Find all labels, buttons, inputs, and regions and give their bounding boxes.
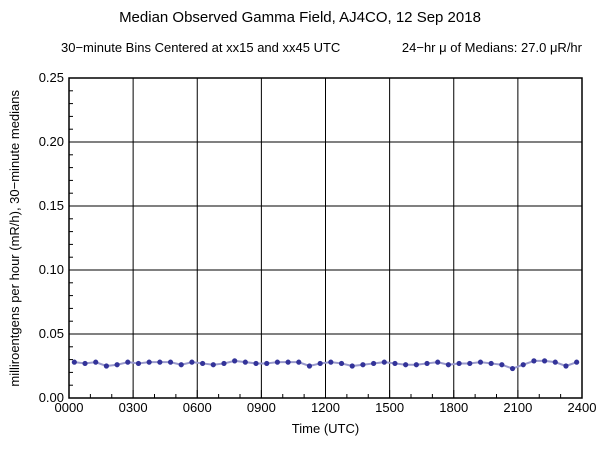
x-tick-label: 1800 [439,400,468,415]
x-tick-label: 0000 [55,400,84,415]
data-point [435,359,441,365]
x-axis-title: Time (UTC) [291,421,360,436]
data-point [242,359,248,365]
data-point [253,360,259,367]
data-point [178,362,184,368]
subtitle-mean-text: 24−hr μ of Medians: 27.0 μR/hr [401,40,582,55]
data-point [82,360,88,367]
data-point [274,359,281,365]
data-point [317,360,323,367]
data-point [424,360,430,367]
data-point [338,360,345,367]
data-point [531,358,537,364]
data-point [125,359,131,365]
data-point [328,359,334,365]
x-tick-label: 0300 [119,400,148,415]
data-point [232,358,238,364]
data-point [499,362,505,368]
data-point [552,359,558,365]
data-point [296,359,302,365]
data-point [488,360,494,367]
data-point [221,360,227,367]
x-tick-label: 2100 [503,400,532,415]
data-point [413,362,419,368]
data-point [135,360,142,367]
x-tick-label: 1200 [311,400,340,415]
plot-frame [68,77,583,399]
data-point [360,362,366,368]
data-point [541,358,548,364]
data-point [167,359,174,365]
data-point [381,359,387,365]
data-point [574,359,580,365]
y-tick-label: 0.20 [39,134,64,149]
data-point [114,362,120,368]
data-point [264,360,270,367]
data-point [189,359,195,365]
data-point [199,360,206,367]
data-point [71,359,77,365]
subtitle-bins-text: 30−minute Bins Centered at xx15 and xx45… [61,40,341,55]
data-point [146,359,152,365]
data-point [467,360,473,367]
data-point [285,359,291,365]
data-point [306,363,313,369]
data-point [349,363,355,369]
data-point [563,363,569,369]
data-point [392,360,398,367]
x-tick-label: 0600 [183,400,212,415]
data-point [403,362,409,368]
data-point [477,359,484,365]
x-tick-label: 2400 [568,400,597,415]
data-point [103,363,110,369]
chart-title: Median Observed Gamma Field, AJ4CO, 12 S… [119,9,481,26]
y-tick-label: 0.25 [39,70,64,85]
chart-subtitle-row: 30−minute Bins Centered at xx15 and xx45… [61,40,582,55]
y-tick-label: 0.15 [39,198,64,213]
data-point [520,362,526,368]
data-point [370,360,377,367]
y-tick-label: 0.05 [39,326,64,341]
y-tick-label: 0.10 [39,262,64,277]
data-point [157,359,163,365]
data-point [210,362,216,368]
data-point [93,359,99,365]
data-point [456,360,462,367]
y-tick-label: 0.00 [39,390,64,405]
x-tick-label: 0900 [247,400,276,415]
x-tick-label: 1500 [375,400,404,415]
data-point [509,365,516,372]
data-point [445,362,452,368]
